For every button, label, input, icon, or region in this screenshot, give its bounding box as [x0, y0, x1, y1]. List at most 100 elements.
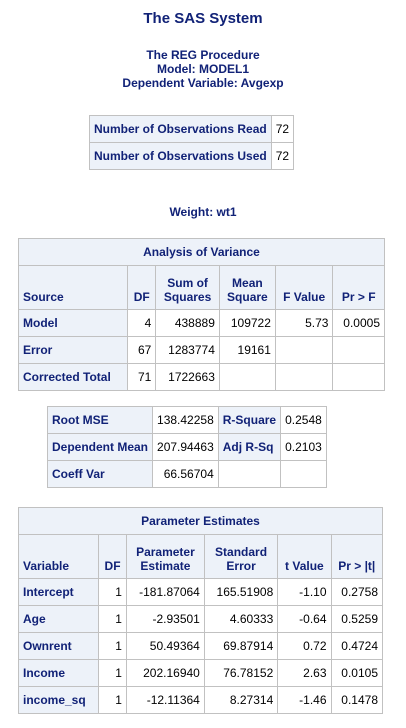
row-label: Error — [17, 336, 129, 364]
report-title: The SAS System — [143, 10, 263, 27]
stat-label: Root MSE — [46, 406, 154, 434]
obs-read-label: Number of Observations Read — [89, 115, 272, 143]
cell-ss: 438889 — [155, 309, 220, 337]
header-line: Mean — [232, 276, 263, 290]
cell-estimate: 202.16940 — [125, 659, 205, 687]
row-label: Intercept — [17, 578, 100, 606]
table-row: Dependent Mean 207.94463 Adj R-Sq 0.2103 — [46, 433, 327, 461]
col-header-t-value: t Value — [277, 534, 332, 579]
header-line: Squares — [163, 290, 212, 304]
model-name: Model: MODEL1 — [157, 62, 249, 76]
cell-ss: 1283774 — [155, 336, 220, 364]
cell-t-value: 2.63 — [277, 659, 332, 687]
obs-used-label: Number of Observations Used — [89, 142, 272, 170]
col-header-variable: Variable — [17, 534, 100, 579]
cell-p: 0.0005 — [332, 309, 385, 337]
cell-ms: 109722 — [218, 309, 276, 337]
stat-value: 66.56704 — [152, 460, 219, 488]
cell-standard-error: 165.51908 — [203, 578, 279, 606]
table-row: Age 1 -2.93501 4.60333 -0.64 0.5259 — [17, 605, 384, 633]
table-row: Intercept 1 -181.87064 165.51908 -1.10 0… — [17, 578, 384, 606]
cell-standard-error: 69.87914 — [203, 632, 279, 660]
cell-df: 1 — [98, 632, 127, 660]
cell-standard-error: 4.60333 — [203, 605, 279, 633]
cell-estimate: -2.93501 — [125, 605, 205, 633]
cell-p-value: 0.1478 — [330, 686, 384, 714]
parameter-estimates-table: Parameter Estimates Variable DF Paramete… — [17, 507, 384, 714]
cell-ms: 19161 — [218, 336, 276, 364]
obs-read-value: 72 — [270, 115, 295, 143]
cell-p-value: 0.4724 — [330, 632, 384, 660]
anova-caption: Analysis of Variance — [18, 238, 385, 266]
cell-estimate: 50.49364 — [125, 632, 205, 660]
table-row: Income 1 202.16940 76.78152 2.63 0.0105 — [17, 659, 384, 687]
col-header-pr-t: Pr > |t| — [330, 534, 384, 579]
col-header-sum-of-squares: Sum of Squares — [155, 265, 220, 310]
col-header-df: DF — [127, 265, 157, 310]
col-header-df: DF — [98, 534, 127, 579]
col-header-pr-f: Pr > F — [332, 265, 385, 310]
stat-value: 207.94463 — [152, 433, 219, 461]
cell-df: 67 — [127, 336, 157, 364]
stat-value: 138.42258 — [152, 406, 219, 434]
table-row: Root MSE 138.42258 R-Square 0.2548 — [46, 406, 327, 434]
cell-t-value: -1.10 — [277, 578, 332, 606]
cell-f: 5.73 — [274, 309, 334, 337]
table-row: Model 4 438889 109722 5.73 0.0005 — [17, 309, 385, 337]
stat-label: R-Square — [217, 406, 282, 434]
cell-p — [332, 336, 385, 364]
table-row: income_sq 1 -12.11364 8.27314 -1.46 0.14… — [17, 686, 384, 714]
header-line: Parameter — [136, 545, 195, 559]
cell-estimate: -12.11364 — [125, 686, 205, 714]
empty-cell — [217, 460, 282, 488]
fit-statistics-table: Root MSE 138.42258 R-Square 0.2548 Depen… — [46, 406, 327, 488]
col-header-f-value: F Value — [274, 265, 334, 310]
cell-f — [274, 363, 334, 391]
table-header-row: Variable DF Parameter Estimate Standard Er… — [17, 534, 384, 579]
stat-value: 0.2548 — [280, 406, 327, 434]
row-label: income_sq — [17, 686, 100, 714]
weight-heading: Weight: wt1 — [169, 205, 237, 219]
col-header-mean-square: Mean Square — [218, 265, 276, 310]
stat-label: Dependent Mean — [46, 433, 154, 461]
obs-used-value: 72 — [270, 142, 295, 170]
observations-table: Number of Observations Read 72 Number of… — [89, 115, 295, 170]
header-line: Square — [227, 290, 268, 304]
row-label: Model — [17, 309, 129, 337]
cell-f — [274, 336, 334, 364]
cell-df: 71 — [127, 363, 157, 391]
empty-cell — [280, 460, 327, 488]
col-header-source: Source — [17, 265, 129, 310]
procedure-name: The REG Procedure — [146, 48, 260, 62]
row-label: Corrected Total — [17, 363, 129, 391]
table-row: Ownrent 1 50.49364 69.87914 0.72 0.4724 — [17, 632, 384, 660]
cell-df: 1 — [98, 659, 127, 687]
cell-t-value: -1.46 — [277, 686, 332, 714]
stat-value: 0.2103 — [280, 433, 327, 461]
cell-p-value: 0.0105 — [330, 659, 384, 687]
cell-estimate: -181.87064 — [125, 578, 205, 606]
table-row: Coeff Var 66.56704 — [46, 460, 327, 488]
procedure-heading: The REG Procedure Model: MODEL1 Dependen… — [0, 48, 406, 90]
table-caption-row: Analysis of Variance — [18, 238, 385, 266]
row-label: Ownrent — [17, 632, 100, 660]
anova-table: Analysis of Variance Source DF Sum of Squ… — [17, 238, 385, 391]
header-line: Error — [226, 559, 256, 573]
col-header-parameter-estimate: Parameter Estimate — [125, 534, 205, 579]
stat-label: Adj R-Sq — [217, 433, 282, 461]
cell-df: 4 — [127, 309, 157, 337]
table-row: Number of Observations Read 72 — [89, 115, 295, 143]
stat-label: Coeff Var — [46, 460, 154, 488]
col-header-standard-error: Standard Error — [203, 534, 279, 579]
dependent-variable: Dependent Variable: Avgexp — [122, 76, 284, 90]
row-label: Age — [17, 605, 100, 633]
cell-df: 1 — [98, 605, 127, 633]
table-row: Number of Observations Used 72 — [89, 142, 295, 170]
cell-df: 1 — [98, 578, 127, 606]
table-row: Error 67 1283774 19161 — [17, 336, 385, 364]
cell-t-value: 0.72 — [277, 632, 332, 660]
cell-standard-error: 76.78152 — [203, 659, 279, 687]
table-row: Corrected Total 71 1722663 — [17, 363, 385, 391]
cell-p — [332, 363, 385, 391]
header-line: Standard — [215, 545, 268, 559]
